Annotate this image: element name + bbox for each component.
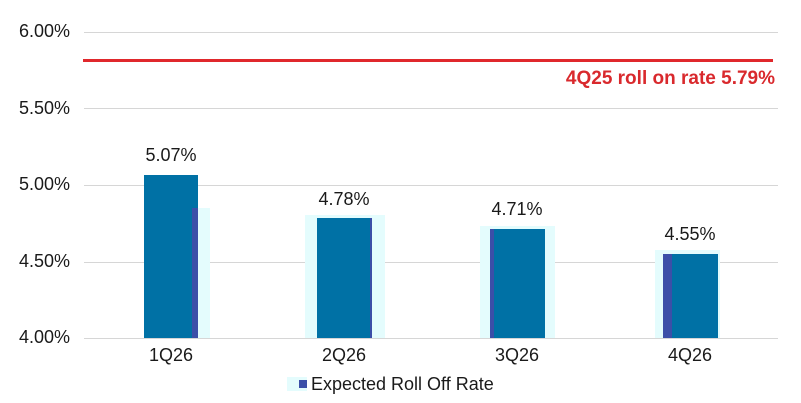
- bar-edge: [192, 208, 198, 338]
- reference-line: [83, 59, 773, 62]
- gridline: [84, 262, 778, 263]
- bar-4q26: [663, 254, 718, 338]
- bar-value-label: 5.07%: [145, 145, 197, 165]
- bar-edge: [490, 229, 494, 338]
- bar-value-label: 4.55%: [664, 224, 716, 244]
- x-tick-label: 2Q26: [321, 345, 367, 365]
- legend: Expected Roll Off Rate: [287, 372, 494, 396]
- x-tick-label: 4Q26: [667, 345, 713, 365]
- bar-2q26: [317, 218, 372, 338]
- bar-1q26: [144, 175, 198, 338]
- y-tick-label: 4.50%: [18, 251, 70, 271]
- bar-edge: [370, 218, 372, 338]
- y-tick-label: 6.00%: [18, 21, 70, 41]
- y-tick-label: 5.50%: [18, 98, 70, 118]
- bar-3q26: [490, 229, 545, 338]
- gridline: [84, 185, 778, 186]
- gridline: [84, 108, 778, 109]
- bar-value-label: 4.71%: [491, 199, 543, 219]
- y-tick-label: 5.00%: [18, 174, 70, 194]
- bar-value-label: 4.78%: [318, 189, 370, 209]
- legend-square-icon: [299, 380, 307, 388]
- y-tick-label: 4.00%: [18, 327, 70, 347]
- legend-label: Expected Roll Off Rate: [311, 374, 494, 394]
- bar-edge: [663, 254, 672, 338]
- x-tick-label: 3Q26: [494, 345, 540, 365]
- gridline: [84, 32, 778, 33]
- reference-line-label: 4Q25 roll on rate 5.79%: [565, 68, 775, 89]
- x-axis-baseline: [84, 338, 778, 339]
- x-tick-label: 1Q26: [148, 345, 194, 365]
- legend-swatch: [287, 377, 307, 391]
